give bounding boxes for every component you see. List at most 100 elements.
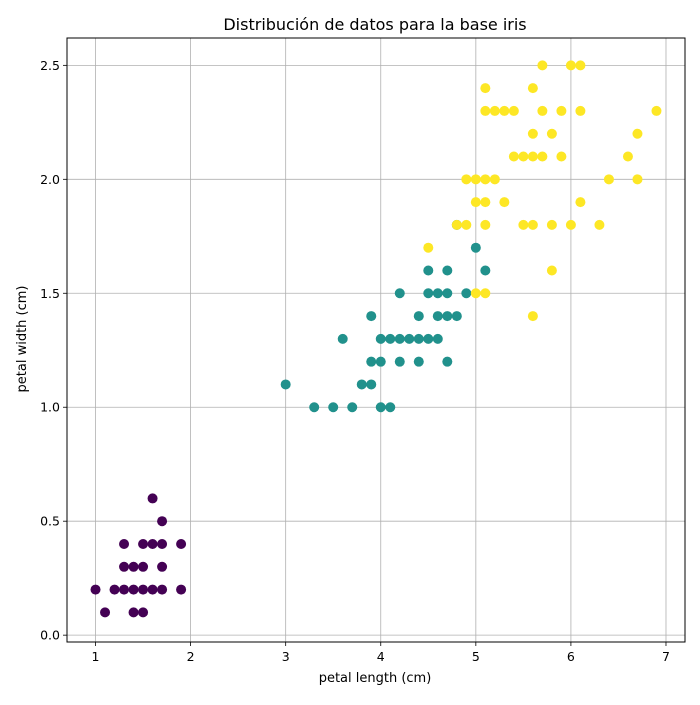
- data-point: [176, 538, 187, 549]
- data-point: [499, 105, 510, 116]
- data-point: [423, 242, 434, 253]
- data-point: [413, 333, 424, 344]
- x-axis-ticks: 1 2 3 4 5 6 7: [92, 642, 670, 664]
- data-point: [508, 105, 519, 116]
- data-point: [119, 584, 130, 595]
- y-tick-label: 0.0: [40, 628, 60, 643]
- data-point: [565, 60, 576, 71]
- data-point: [489, 174, 500, 185]
- x-tick-label: 5: [472, 649, 480, 664]
- data-point: [537, 105, 548, 116]
- data-point: [461, 174, 472, 185]
- data-point: [356, 379, 367, 390]
- data-point: [404, 333, 415, 344]
- data-point: [461, 288, 472, 299]
- data-point: [100, 607, 111, 618]
- data-point: [480, 265, 491, 276]
- data-point: [575, 197, 586, 208]
- x-tick-label: 3: [282, 649, 290, 664]
- data-point: [527, 311, 538, 322]
- data-point: [138, 538, 149, 549]
- y-tick-label: 2.0: [40, 172, 60, 187]
- data-point: [394, 333, 405, 344]
- data-point: [375, 356, 386, 367]
- data-point: [423, 333, 434, 344]
- data-point: [157, 584, 168, 595]
- data-point: [385, 402, 396, 413]
- data-point: [157, 516, 168, 527]
- data-point: [556, 151, 567, 162]
- data-point: [109, 584, 120, 595]
- chart-title: Distribución de datos para la base iris: [223, 15, 526, 34]
- data-point: [480, 219, 491, 230]
- data-point: [157, 561, 168, 572]
- data-point: [147, 493, 158, 504]
- data-point: [119, 561, 130, 572]
- y-tick-label: 1.0: [40, 400, 60, 415]
- data-point: [622, 151, 633, 162]
- data-point: [508, 151, 519, 162]
- data-point: [147, 584, 158, 595]
- data-point: [138, 561, 149, 572]
- x-tick-label: 1: [92, 649, 100, 664]
- data-point: [442, 356, 453, 367]
- data-point: [119, 538, 130, 549]
- data-point: [90, 584, 101, 595]
- data-point: [375, 402, 386, 413]
- data-point: [413, 356, 424, 367]
- data-point: [394, 288, 405, 299]
- data-point: [499, 197, 510, 208]
- data-point: [575, 105, 586, 116]
- x-tick-label: 2: [187, 649, 195, 664]
- data-point: [546, 128, 557, 139]
- data-point: [128, 561, 139, 572]
- data-point: [480, 174, 491, 185]
- data-point: [556, 105, 567, 116]
- data-point: [575, 60, 586, 71]
- data-point: [480, 105, 491, 116]
- data-point: [470, 288, 481, 299]
- data-point: [385, 333, 396, 344]
- data-point: [480, 288, 491, 299]
- data-point: [432, 333, 443, 344]
- data-point: [423, 288, 434, 299]
- data-point: [565, 219, 576, 230]
- data-point: [138, 607, 149, 618]
- data-point: [537, 60, 548, 71]
- data-point: [537, 151, 548, 162]
- data-point: [594, 219, 605, 230]
- y-axis-ticks: 0.0 0.5 1.0 1.5 2.0 2.5: [40, 58, 67, 643]
- data-point: [461, 219, 472, 230]
- data-point: [527, 128, 538, 139]
- y-tick-label: 2.5: [40, 58, 60, 73]
- data-point: [527, 219, 538, 230]
- data-point: [328, 402, 339, 413]
- data-point: [632, 174, 643, 185]
- data-point: [128, 584, 139, 595]
- data-point: [432, 311, 443, 322]
- data-point: [280, 379, 291, 390]
- data-point: [147, 538, 158, 549]
- data-point: [651, 105, 662, 116]
- data-point: [394, 356, 405, 367]
- data-point: [442, 311, 453, 322]
- data-point: [442, 288, 453, 299]
- data-point: [432, 288, 443, 299]
- y-tick-label: 0.5: [40, 514, 60, 529]
- data-point: [157, 538, 168, 549]
- plot-frame: [66, 37, 686, 643]
- data-point: [451, 219, 462, 230]
- data-point: [128, 607, 139, 618]
- data-point: [375, 333, 386, 344]
- data-point: [442, 265, 453, 276]
- data-point: [489, 105, 500, 116]
- x-tick-label: 7: [662, 649, 670, 664]
- data-point: [480, 83, 491, 94]
- data-point: [176, 584, 187, 595]
- data-point: [309, 402, 320, 413]
- data-point: [632, 128, 643, 139]
- data-point: [366, 311, 377, 322]
